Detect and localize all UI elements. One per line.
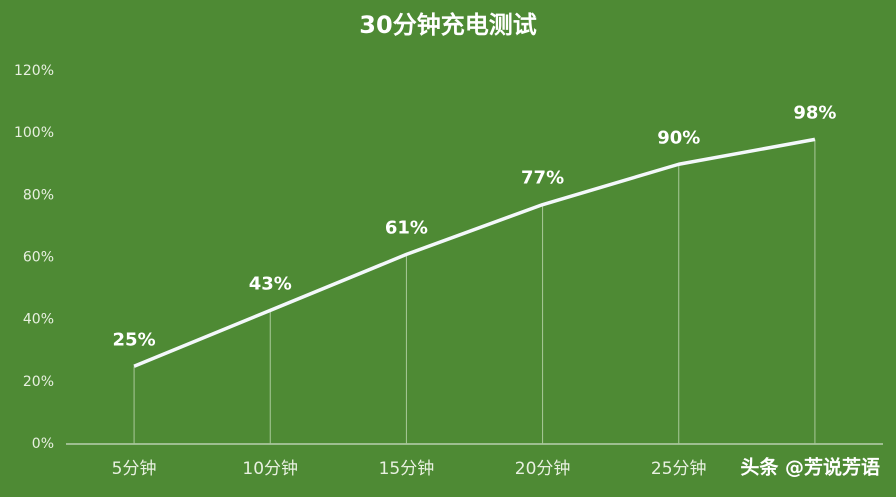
y-tick-label: 120% — [14, 63, 54, 79]
data-label: 98% — [793, 102, 836, 123]
data-label: 25% — [113, 329, 156, 350]
y-tick-label: 60% — [23, 250, 54, 266]
x-tick-label: 10分钟 — [242, 459, 298, 479]
x-tick-label: 5分钟 — [112, 459, 157, 479]
x-tick-label: 25分钟 — [651, 459, 707, 479]
data-label: 43% — [249, 273, 292, 294]
data-label: 61% — [385, 217, 428, 238]
y-tick-label: 100% — [14, 125, 54, 141]
y-tick-label: 40% — [23, 312, 54, 328]
data-label: 90% — [657, 127, 700, 148]
x-tick-label: 20分钟 — [515, 459, 571, 479]
data-line — [133, 137, 816, 368]
y-tick-label: 80% — [23, 187, 54, 203]
chart-title: 30分钟充电测试 — [359, 11, 536, 39]
y-tick-label: 20% — [23, 374, 54, 390]
watermark: 头条 @芳说芳语 — [740, 456, 880, 479]
data-label: 77% — [521, 168, 564, 189]
y-tick-label: 0% — [32, 436, 54, 452]
x-tick-label: 15分钟 — [379, 459, 435, 479]
